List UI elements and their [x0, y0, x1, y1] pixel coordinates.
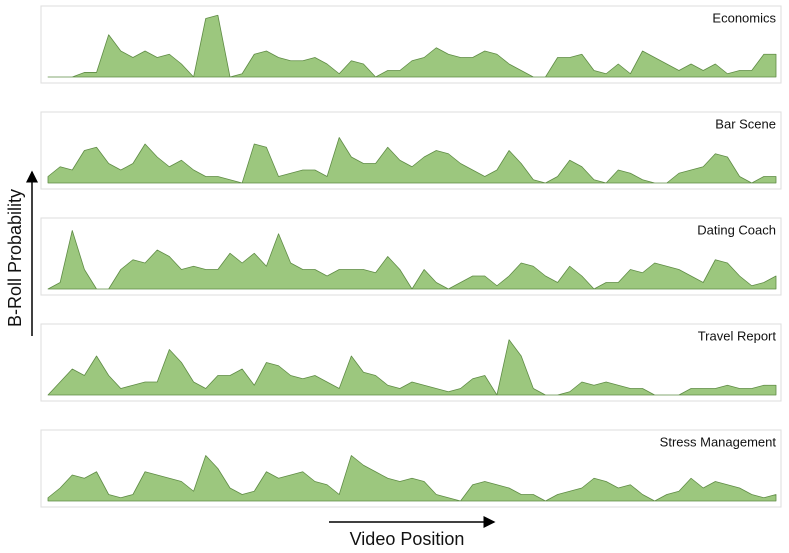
- area: [47, 230, 777, 290]
- area: [47, 339, 777, 396]
- area: [47, 455, 777, 502]
- panel-title: Travel Report: [698, 328, 777, 343]
- panel-title: Economics: [712, 10, 776, 25]
- area: [47, 14, 777, 78]
- y-axis-label: B-Roll Probability: [5, 189, 25, 327]
- area: [47, 137, 777, 184]
- panel-title: Bar Scene: [715, 116, 776, 131]
- panel-title: Dating Coach: [697, 222, 776, 237]
- x-axis-label: Video Position: [350, 529, 465, 549]
- panel-title: Stress Management: [660, 434, 777, 449]
